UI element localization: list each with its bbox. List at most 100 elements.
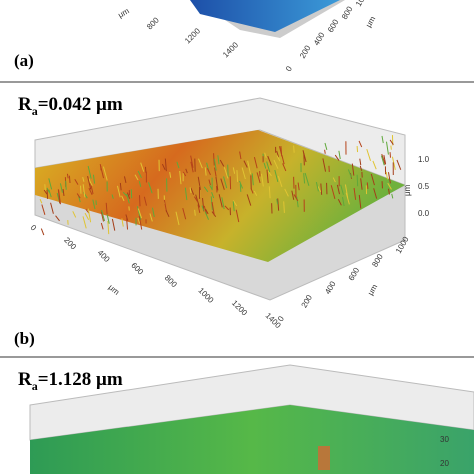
texture xyxy=(381,153,386,165)
texture xyxy=(273,159,279,169)
texture xyxy=(366,149,372,161)
texture xyxy=(224,205,230,211)
texture xyxy=(193,196,198,202)
texture xyxy=(46,189,49,199)
texture xyxy=(353,187,357,200)
texture xyxy=(106,214,110,224)
texture xyxy=(206,168,211,176)
texture xyxy=(137,208,143,219)
texture xyxy=(385,171,389,180)
texture xyxy=(87,165,92,179)
texture xyxy=(59,183,63,193)
texture xyxy=(111,194,114,199)
texture xyxy=(88,187,93,196)
texture xyxy=(345,192,350,205)
texture xyxy=(332,177,336,183)
texture xyxy=(136,206,142,221)
texture xyxy=(197,204,201,214)
texture xyxy=(260,173,264,187)
texture xyxy=(387,172,391,184)
texture xyxy=(383,155,387,165)
z-tick-label: 30 xyxy=(440,435,449,444)
texture xyxy=(138,181,142,187)
texture xyxy=(297,182,300,191)
texture xyxy=(243,160,248,168)
x-tick-label: 0 xyxy=(29,223,39,233)
texture xyxy=(48,189,52,198)
texture xyxy=(380,155,385,166)
texture xyxy=(215,176,219,191)
texture xyxy=(208,179,211,186)
texture xyxy=(138,215,143,230)
texture xyxy=(175,211,180,226)
texture xyxy=(391,193,394,199)
texture xyxy=(148,182,153,194)
texture xyxy=(100,222,104,230)
texture xyxy=(388,188,390,195)
texture xyxy=(72,211,77,218)
texture xyxy=(396,159,402,170)
texture xyxy=(277,198,280,211)
texture xyxy=(337,199,342,206)
texture xyxy=(55,215,60,222)
texture xyxy=(143,196,147,206)
texture xyxy=(138,195,141,207)
texture xyxy=(263,162,267,169)
texture xyxy=(266,161,271,173)
texture xyxy=(330,185,336,199)
texture xyxy=(336,184,340,195)
texture xyxy=(89,180,93,186)
texture xyxy=(302,150,307,163)
texture xyxy=(179,170,182,185)
texture xyxy=(385,141,389,155)
texture xyxy=(358,194,362,209)
y-tick-label: 0 xyxy=(284,64,294,73)
texture xyxy=(41,204,46,215)
texture xyxy=(356,174,359,187)
texture xyxy=(266,169,269,184)
texture xyxy=(137,170,142,179)
texture xyxy=(232,201,235,212)
texture xyxy=(102,166,108,181)
texture xyxy=(211,201,215,216)
texture xyxy=(165,210,170,218)
texture xyxy=(119,182,122,191)
texture xyxy=(125,214,129,221)
texture xyxy=(283,201,285,213)
panel-title: Ra=0.042 μm xyxy=(18,94,123,118)
texture xyxy=(223,167,229,179)
y-tick-label: 1000 xyxy=(354,0,371,8)
texture xyxy=(232,200,238,207)
texture xyxy=(387,182,392,190)
texture xyxy=(161,163,166,171)
z-tick-label: 0.0 xyxy=(418,209,430,218)
texture xyxy=(50,202,54,214)
texture xyxy=(190,161,194,173)
texture xyxy=(239,180,244,189)
texture xyxy=(366,182,369,189)
texture xyxy=(151,207,155,218)
texture xyxy=(57,189,61,204)
texture xyxy=(370,173,375,186)
texture xyxy=(213,158,217,171)
texture xyxy=(40,228,45,236)
texture xyxy=(185,168,188,174)
texture xyxy=(276,155,281,162)
texture xyxy=(204,167,207,176)
texture xyxy=(204,211,210,220)
texture xyxy=(82,176,85,182)
texture xyxy=(320,183,323,195)
texture xyxy=(99,164,105,179)
texture xyxy=(256,172,261,184)
z-tick-label: 0.5 xyxy=(418,182,430,191)
texture xyxy=(274,169,279,182)
texture xyxy=(201,205,205,211)
texture xyxy=(315,182,319,192)
texture xyxy=(111,218,116,231)
axis-unit: μm xyxy=(403,184,412,196)
texture xyxy=(205,208,209,215)
texture xyxy=(82,216,87,229)
texture xyxy=(76,193,81,199)
texture xyxy=(163,199,168,213)
texture xyxy=(107,220,110,235)
